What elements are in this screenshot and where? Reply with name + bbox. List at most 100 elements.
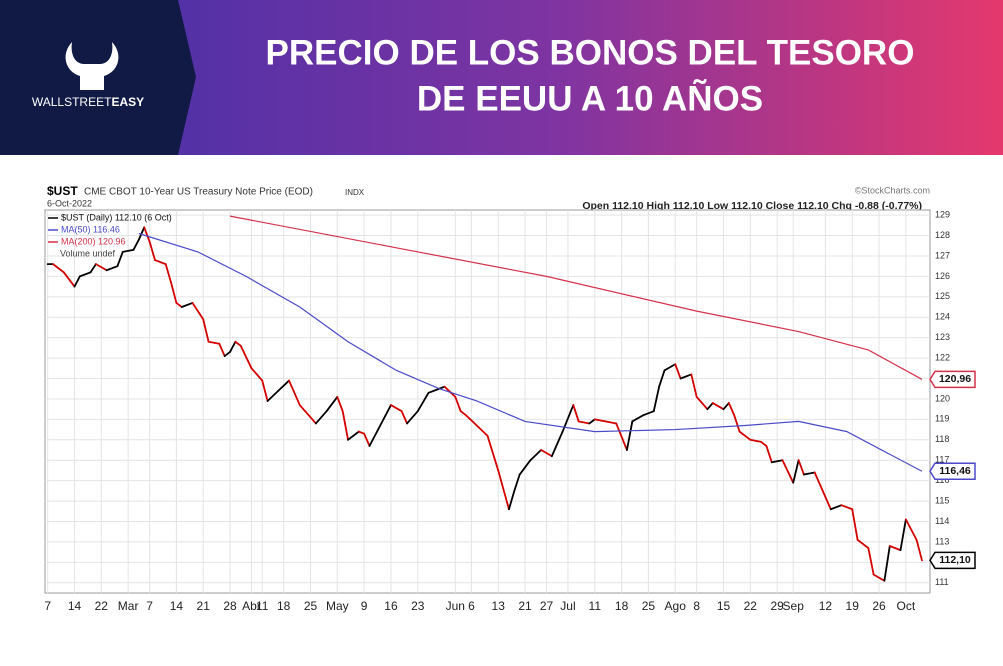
x-tick-label: 11 [589, 599, 602, 613]
price-segment [416, 391, 430, 413]
y-tick-label: 122 [935, 352, 950, 362]
price-segment [314, 410, 328, 425]
x-tick-label: Ago [665, 599, 687, 613]
brand: WALLSTREETEASY [32, 95, 144, 109]
x-tick-label: 21 [197, 599, 211, 613]
price-segment [733, 414, 741, 433]
price-segment [459, 410, 467, 417]
price-segment [239, 344, 253, 370]
x-tick-label: 8 [693, 599, 700, 613]
y-tick-label: 128 [935, 230, 950, 240]
price-segment [722, 402, 730, 411]
price-segment [207, 340, 221, 345]
price-segment [277, 379, 290, 392]
legend-entry: MA(200) 120.96 [61, 236, 126, 246]
price-segment [690, 373, 698, 398]
price-segment [223, 351, 231, 357]
logo-icon [65, 42, 119, 90]
price-segment [234, 340, 242, 347]
x-tick-label: 18 [277, 599, 291, 613]
price-segment [572, 404, 580, 423]
price-segment [363, 432, 371, 447]
price-segment [867, 547, 875, 576]
price-segment [497, 469, 510, 511]
y-tick-label: 111 [935, 577, 949, 587]
lines [46, 215, 923, 582]
x-tick-label: 14 [68, 599, 82, 613]
price-segment [851, 508, 859, 541]
price-segment [73, 275, 81, 288]
y-tick-label: 126 [935, 271, 950, 281]
price-segment [175, 302, 183, 308]
price-segment [765, 445, 773, 464]
price-segment [132, 238, 140, 251]
x-tick-label: 18 [615, 599, 629, 613]
price-segment [888, 545, 902, 552]
x-tick-label: 28 [223, 599, 237, 613]
price-segment [695, 396, 709, 411]
x-tick-label: Jun [446, 599, 465, 613]
legend: $UST (Daily) 112.10 (6 Oct) MA(50) 116.46… [48, 212, 172, 246]
y-tick-label: 129 [935, 209, 950, 219]
price-segment [400, 410, 408, 425]
price-segment [148, 240, 156, 261]
price-segment [706, 402, 714, 411]
price-segment [642, 410, 655, 417]
price-segment [89, 263, 97, 274]
x-tick-label: 21 [518, 599, 532, 613]
x-tick-label: 22 [95, 599, 109, 613]
x-tick-label: Abr [242, 599, 261, 613]
price-segment [508, 489, 516, 511]
price-segment [143, 226, 151, 243]
price-segment [631, 414, 644, 423]
price-segment [819, 483, 832, 511]
last-value-tag [929, 370, 976, 389]
x-tick-label: 23 [411, 599, 425, 613]
plot-frame [44, 209, 931, 594]
price-segment [486, 434, 500, 472]
last-value-label: 112,10 [939, 554, 971, 566]
last-value-tag [929, 551, 976, 570]
x-tick-label: 15 [717, 599, 731, 613]
price-segment [261, 379, 269, 402]
x-tick-label: 22 [744, 599, 758, 613]
last-value-label: 120,96 [939, 373, 971, 385]
x-tick-label: 25 [642, 599, 656, 613]
price-segment [550, 430, 564, 458]
price-segment [588, 418, 596, 425]
price-segment [829, 504, 843, 511]
x-tick-label: 29 [770, 599, 784, 613]
price-segment [95, 263, 108, 272]
price-segment [840, 504, 854, 511]
price-segment [368, 424, 382, 447]
price-segment [593, 418, 607, 423]
price-segment [379, 404, 392, 427]
x-tick-label: Oct [897, 599, 916, 613]
x-tick-label: Mar [118, 599, 139, 613]
price-segment [406, 410, 419, 425]
title-line: DE EEUU A 10 AÑOS [417, 79, 763, 118]
price-segment [872, 573, 886, 582]
price-segment [170, 281, 178, 304]
price-segment [62, 271, 76, 288]
x-tick-label: Jul [560, 599, 575, 613]
price-segment [513, 473, 521, 492]
x-tick-label: Sep [783, 599, 805, 613]
price-segment [652, 385, 661, 413]
price-segment [191, 302, 205, 321]
price-segment [78, 271, 92, 278]
y-tick-label: 115 [935, 495, 949, 505]
symbol: $UST [47, 184, 78, 198]
y-tick-label: 125 [935, 291, 950, 301]
price-segment [604, 420, 618, 425]
price-segment [679, 373, 693, 380]
legend-entry: $UST (Daily) 112.10 (6 Oct) [61, 212, 172, 222]
title-line: PRECIO DE LOS BONOS DEL TESORO [266, 33, 915, 72]
y-tick-label: 113 [935, 536, 949, 546]
y-tick-label: 124 [935, 312, 950, 322]
price-segment [341, 410, 349, 441]
x-tick-label: 11 [256, 599, 269, 613]
price-segment [904, 518, 918, 541]
x-tick-label: 9 [361, 599, 368, 613]
price-segment [626, 420, 634, 451]
